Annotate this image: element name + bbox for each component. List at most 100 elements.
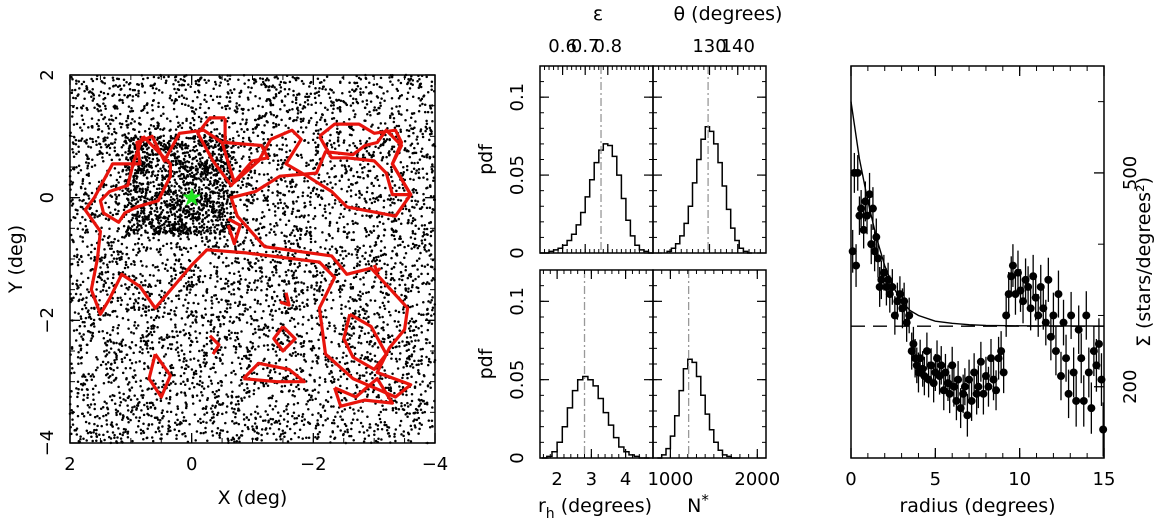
star-point [356, 153, 359, 156]
star-point [268, 285, 272, 288]
star-point [126, 303, 129, 306]
star-point [392, 266, 396, 269]
star-point [210, 130, 213, 134]
star-point [362, 177, 365, 180]
star-point [205, 411, 209, 414]
star-point [357, 76, 361, 80]
star-point [175, 210, 179, 214]
star-point [398, 345, 401, 348]
star-point [183, 391, 186, 395]
star-point [200, 385, 204, 388]
star-point [79, 435, 82, 438]
star-point [266, 384, 270, 388]
star-point [317, 391, 320, 394]
star-point [306, 288, 309, 292]
star-point [201, 228, 205, 232]
star-point [224, 282, 227, 285]
star-point [410, 161, 414, 165]
star-point [356, 245, 359, 249]
star-point [205, 342, 209, 346]
star-point [296, 93, 299, 97]
star-point [336, 229, 340, 233]
star-point [274, 264, 278, 268]
star-point [305, 229, 309, 233]
star-point [180, 140, 184, 144]
star-point [323, 277, 327, 281]
star-point [310, 366, 313, 370]
star-point [422, 202, 426, 206]
star-point [221, 201, 224, 205]
star-point [221, 261, 225, 264]
star-point [415, 191, 419, 195]
star-point [178, 189, 181, 192]
star-point [284, 312, 288, 315]
star-point [279, 166, 283, 170]
star-point [354, 97, 358, 101]
star-point [279, 80, 283, 84]
star-point [336, 136, 340, 139]
star-point [169, 198, 172, 202]
star-point [417, 339, 420, 342]
star-point [401, 376, 404, 380]
star-point [278, 251, 281, 254]
star-point [94, 140, 98, 143]
star-point [131, 406, 134, 409]
star-point [407, 129, 411, 133]
star-point [246, 258, 250, 262]
star-point [365, 310, 368, 313]
star-point [339, 369, 342, 372]
star-point [78, 258, 81, 261]
star-point [170, 371, 173, 374]
star-point [265, 77, 269, 80]
star-point [173, 170, 176, 174]
star-point [252, 81, 256, 85]
star-point [407, 134, 410, 138]
star-point [246, 208, 249, 212]
star-point [189, 149, 192, 153]
star-point [197, 162, 200, 165]
star-point [202, 420, 205, 424]
star-point [197, 139, 200, 143]
star-point [202, 164, 206, 168]
star-point [134, 276, 138, 280]
star-point [156, 138, 159, 142]
star-point [201, 220, 204, 223]
star-point [127, 220, 131, 223]
star-point [413, 218, 417, 222]
star-point [75, 166, 78, 169]
star-point [184, 103, 187, 107]
star-point [77, 80, 81, 83]
star-point [423, 110, 427, 114]
star-point [254, 80, 258, 83]
star-point [75, 122, 79, 126]
star-point [264, 324, 268, 328]
star-point [421, 102, 424, 106]
star-point [121, 189, 124, 193]
star-point [79, 169, 83, 172]
star-point [217, 318, 220, 321]
star-point [342, 264, 346, 267]
star-point [195, 225, 198, 229]
star-point [174, 323, 177, 327]
star-point [253, 118, 257, 122]
star-point [343, 430, 347, 433]
star-point [208, 180, 212, 183]
star-point [71, 367, 74, 370]
star-point [278, 372, 282, 376]
star-point [259, 415, 262, 418]
star-point [356, 175, 360, 179]
star-point [207, 208, 210, 212]
star-point [298, 308, 302, 311]
star-point [380, 427, 384, 431]
star-point [250, 184, 253, 187]
star-points [68, 73, 437, 445]
star-point [236, 337, 240, 341]
star-point [290, 212, 294, 215]
star-point [230, 438, 233, 442]
star-point [121, 418, 124, 421]
star-point [366, 355, 370, 359]
star-point [309, 234, 313, 238]
star-point [70, 297, 73, 300]
star-point [313, 214, 317, 218]
star-point [234, 415, 237, 419]
